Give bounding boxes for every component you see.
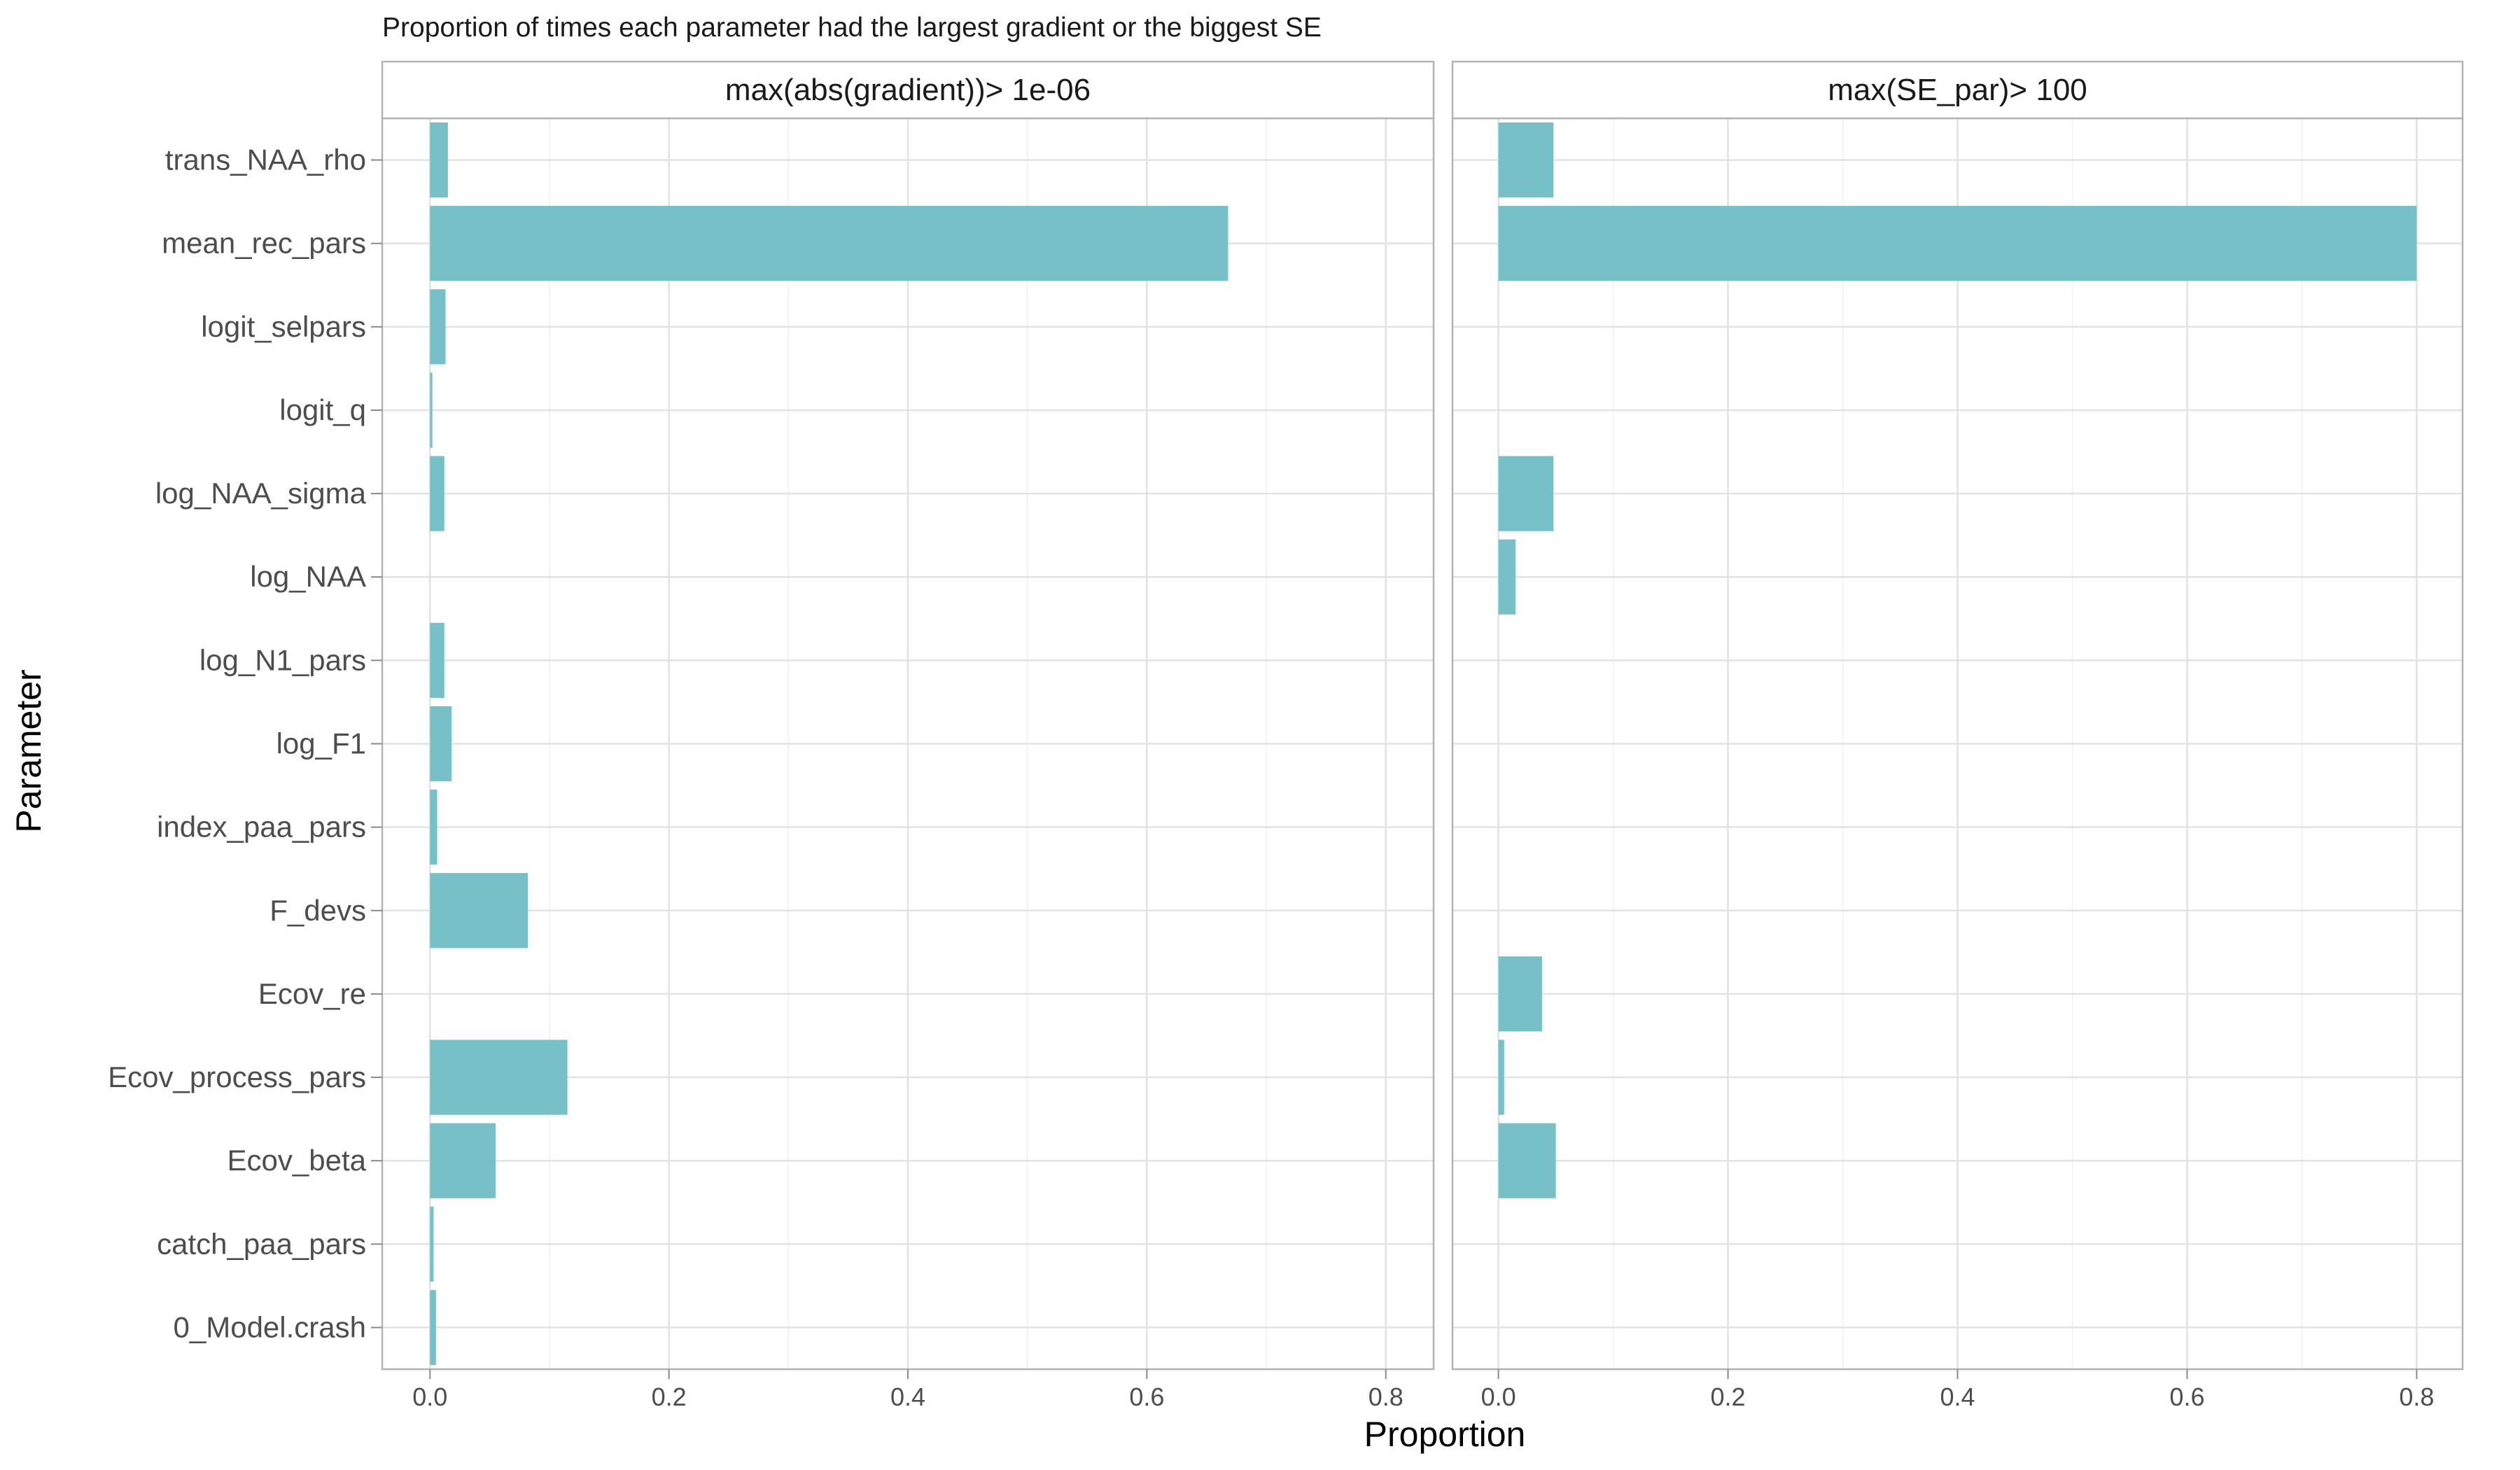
bar-logit_q <box>430 372 433 448</box>
bar-catch_paa_pars <box>430 1206 434 1282</box>
x-tick-label: 0.0 <box>1481 1382 1516 1411</box>
x-tick-label: 0.2 <box>1711 1382 1746 1411</box>
facet-strip-label: max(SE_par)> 100 <box>1828 73 2087 107</box>
bar-trans_NAA_rho <box>430 122 448 198</box>
x-tick-label: 0.2 <box>652 1382 687 1411</box>
y-tick-label: catch_paa_pars <box>157 1227 366 1260</box>
x-tick-label: 0.4 <box>1940 1382 1975 1411</box>
panel-1: max(abs(gradient))> 1e-06 0.0 0.2 0.4 0.6 0.8 <box>381 60 1435 1411</box>
bar-logit_selpars <box>430 289 446 365</box>
y-tick-label: log_N1_pars <box>200 643 366 676</box>
bar-log_NAA_sigma <box>1498 456 1554 531</box>
x-tick-label: 0.4 <box>890 1382 925 1411</box>
x-tick-label: 0.0 <box>412 1382 447 1411</box>
y-tick-label: trans_NAA_rho <box>165 144 366 176</box>
y-tick-label: log_NAA <box>250 560 366 593</box>
chart-title: Proportion of times each parameter had t… <box>382 13 1322 43</box>
bar-log_NAA <box>1498 539 1516 615</box>
bar-Ecov_re <box>1498 956 1542 1032</box>
y-tick-labels: trans_NAA_rho mean_rec_pars logit_selparsl… <box>108 144 382 1343</box>
y-tick-label: logit_selpars <box>201 310 366 343</box>
y-tick-label: log_NAA_sigma <box>155 477 367 510</box>
bar-Ecov_beta <box>1498 1123 1556 1198</box>
bar-log_F1 <box>430 706 451 782</box>
facet-strip-label: max(abs(gradient))> 1e-06 <box>725 73 1091 107</box>
bar-0_Model.crash <box>430 1289 436 1366</box>
bar-Ecov_beta <box>430 1123 496 1198</box>
x-tick-label: 0.8 <box>2399 1382 2434 1411</box>
x-axis-title: Proportion <box>1364 1415 1526 1454</box>
y-tick-label: 0_Model.crash <box>174 1310 366 1343</box>
facet-strip <box>381 60 1435 120</box>
x-tick-label: 0.6 <box>1129 1382 1164 1411</box>
panels-group: max(abs(gradient))> 1e-06 0.0 0.2 0.4 0.6 0.8… <box>381 60 2464 1411</box>
bar-index_paa_pars <box>430 790 438 865</box>
bar-Ecov_process_pars <box>430 1040 568 1115</box>
panel-2: max(SE_par)> 100 0.0 0.2 0.4 0.6 0.8 <box>1451 60 2464 1411</box>
bar-Ecov_process_pars <box>1498 1040 1504 1115</box>
y-tick-label: mean_rec_pars <box>162 227 366 260</box>
y-tick-label: index_paa_pars <box>157 811 366 844</box>
bar-trans_NAA_rho <box>1498 122 1554 198</box>
facet-strip <box>1451 60 2464 120</box>
bar-log_NAA_sigma <box>430 456 444 531</box>
y-tick-label: F_devs <box>270 894 366 927</box>
bar-F_devs <box>430 873 528 948</box>
x-tick-label: 0.6 <box>2169 1382 2204 1411</box>
bar-log_N1_pars <box>430 622 444 698</box>
x-tick-label: 0.8 <box>1368 1382 1404 1411</box>
y-axis-title: Parameter <box>9 669 48 832</box>
bar-mean_rec_pars <box>430 206 1228 281</box>
y-tick-label: Ecov_process_pars <box>108 1060 366 1093</box>
y-tick-label: Ecov_re <box>258 977 366 1010</box>
bar-mean_rec_pars <box>1498 206 2417 281</box>
y-tick-label: logit_q <box>279 393 366 426</box>
y-tick-label: log_F1 <box>276 727 366 760</box>
y-tick-label: Ecov_beta <box>227 1144 367 1177</box>
